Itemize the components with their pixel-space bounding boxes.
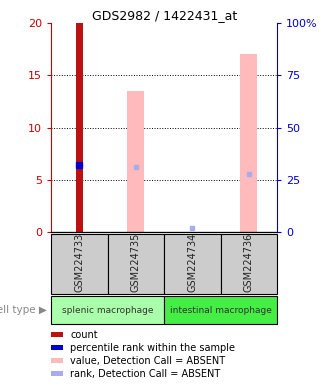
Bar [76,23,83,232]
Bar [51,296,164,324]
Text: intestinal macrophage: intestinal macrophage [170,306,272,314]
Bar [51,358,63,363]
Bar [221,234,277,294]
Text: rank, Detection Call = ABSENT: rank, Detection Call = ABSENT [70,369,220,379]
Bar [127,91,145,232]
Bar [164,296,277,324]
Text: value, Detection Call = ABSENT: value, Detection Call = ABSENT [70,356,225,366]
Title: GDS2982 / 1422431_at: GDS2982 / 1422431_at [91,9,237,22]
Bar [241,55,257,232]
Text: count: count [70,330,98,340]
Text: GSM224735: GSM224735 [131,233,141,293]
Text: GSM224733: GSM224733 [74,233,84,293]
Text: GSM224734: GSM224734 [187,233,197,293]
Bar [108,234,164,294]
Bar [51,332,63,337]
Text: splenic macrophage: splenic macrophage [62,306,153,314]
Bar [51,234,108,294]
Bar [164,234,221,294]
Bar [51,345,63,350]
Text: GSM224736: GSM224736 [244,233,254,293]
Bar [51,371,63,376]
Text: percentile rank within the sample: percentile rank within the sample [70,343,235,353]
Text: cell type ▶: cell type ▶ [0,305,47,315]
